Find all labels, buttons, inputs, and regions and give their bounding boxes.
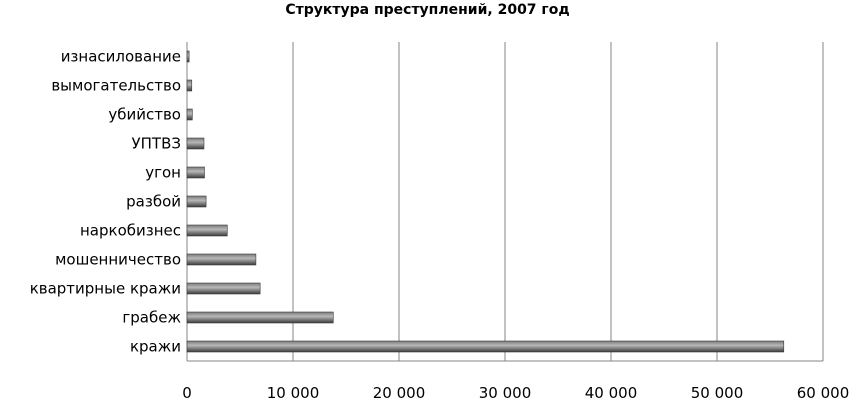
category-label: кражи (130, 338, 181, 356)
bars (186, 50, 785, 353)
bar-2 (186, 282, 261, 295)
category-label: разбой (126, 193, 181, 211)
bar-0 (186, 340, 785, 353)
bar-5 (186, 195, 207, 208)
category-label: УПТВЗ (132, 135, 182, 153)
chart-title: Структура преступлений, 2007 год (285, 2, 570, 18)
category-label: угон (145, 164, 181, 182)
category-label: изнасилование (61, 48, 181, 66)
bar-1 (186, 311, 334, 324)
category-label: вымогательство (51, 77, 181, 95)
bar-4 (186, 224, 228, 237)
category-label: мошенничество (55, 251, 181, 269)
bar-9 (186, 79, 193, 92)
x-tick-labels: 0 10 000 20 000 30 000 40 000 50 000 60 000 (182, 384, 849, 400)
x-tick-label: 0 (182, 384, 192, 400)
x-tick-label: 20 000 (373, 384, 426, 400)
x-tick-label: 40 000 (585, 384, 638, 400)
bar-7 (186, 137, 205, 150)
category-label: наркобизнес (80, 222, 181, 240)
bar-10 (186, 50, 190, 63)
bar-3 (186, 253, 257, 266)
category-labels: кражи грабеж квартирные кражи мошенничество… (30, 48, 181, 356)
category-label: убийство (108, 106, 181, 124)
category-label: квартирные кражи (30, 280, 181, 298)
category-label: грабеж (122, 309, 181, 327)
x-tick-label: 10 000 (267, 384, 320, 400)
x-tick-label: 60 000 (797, 384, 850, 400)
bar-6 (186, 166, 205, 179)
x-tick-label: 30 000 (479, 384, 532, 400)
bar-8 (186, 108, 193, 121)
x-tick-label: 50 000 (691, 384, 744, 400)
